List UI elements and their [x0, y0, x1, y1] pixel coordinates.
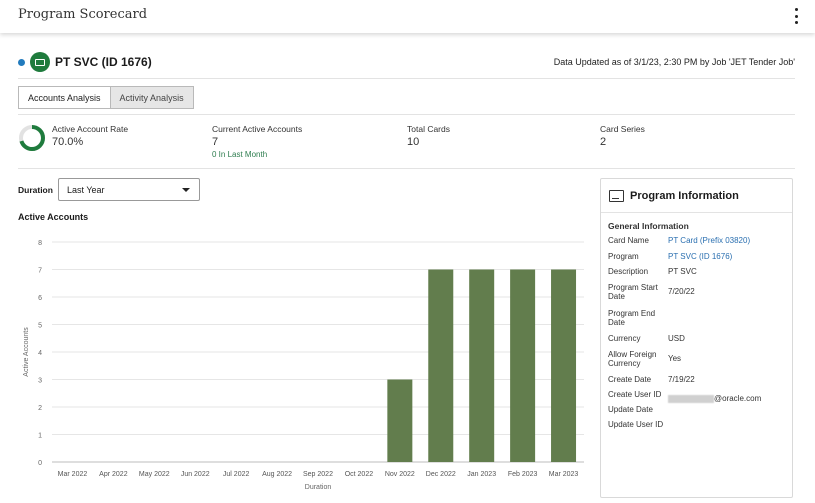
kpi-label: Current Active Accounts [212, 124, 303, 134]
y-tick-label: 4 [38, 350, 42, 357]
bar [387, 379, 413, 462]
kpi-value: 70.0% [52, 136, 84, 148]
info-row-value: Yes [668, 354, 682, 363]
header-divider [18, 78, 795, 79]
card-icon [609, 190, 624, 202]
tabs-divider [18, 114, 795, 115]
x-tick-label: Oct 2022 [345, 471, 374, 478]
y-tick-label: 3 [38, 378, 42, 385]
kpi-value: 2 [600, 136, 607, 148]
data-updated-text: Data Updated as of 3/1/23, 2:30 PM by Jo… [553, 57, 795, 67]
app-title: Program Scorecard [18, 7, 148, 22]
info-row-value-text: @oracle.com [714, 394, 762, 403]
duration-label: Duration [18, 185, 53, 195]
info-row-label: Description [608, 267, 649, 276]
chevron-down-icon [182, 188, 190, 192]
info-row-label: Allow Foreign Currency [608, 350, 657, 368]
info-row-value: USD [668, 334, 685, 343]
active-rate-donut [19, 125, 45, 151]
redacted-block [668, 394, 714, 403]
x-tick-label: Apr 2022 [99, 471, 128, 478]
info-row-value[interactable]: PT SVC (ID 1676) [668, 252, 733, 261]
info-section-title: General Information [608, 221, 689, 231]
y-tick-label: 1 [38, 433, 42, 440]
x-tick-label: Mar 2022 [58, 471, 88, 478]
bar [428, 269, 454, 462]
card-program-icon [30, 52, 50, 72]
y-tick-label: 7 [38, 268, 42, 275]
kpi-label: Card Series [600, 124, 645, 134]
info-panel-title: Program Information [630, 190, 739, 202]
kpi-divider [18, 168, 795, 169]
info-row-label: Create User ID [608, 390, 662, 399]
kpi-current-active: Current Active Accounts 7 0 In Last Mont… [212, 124, 302, 159]
x-tick-label: Dec 2022 [426, 471, 456, 478]
info-row-value: @oracle.com [668, 394, 761, 403]
info-row-label: Program Start Date [608, 283, 658, 301]
x-tick-label: Aug 2022 [262, 471, 292, 478]
y-tick-label: 6 [38, 295, 42, 302]
duration-select[interactable]: Last Year [58, 178, 200, 201]
x-tick-label: Jun 2022 [181, 471, 210, 478]
info-row-label: Card Name [608, 236, 649, 245]
info-row-value: 7/19/22 [668, 375, 695, 384]
duration-selected-value: Last Year [67, 184, 105, 195]
kpi-total-cards: Total Cards 10 [407, 124, 450, 148]
info-row-value: PT SVC [668, 267, 697, 276]
bar [510, 269, 536, 462]
kpi-value: 7 [212, 136, 219, 148]
info-row-value: 7/20/22 [668, 287, 695, 296]
program-information-panel: Program Information General Information … [600, 178, 793, 498]
info-row-label: Create Date [608, 375, 652, 384]
info-row-label: Currency [608, 334, 641, 343]
tab-accounts-analysis[interactable]: Accounts Analysis [18, 86, 111, 109]
active-rate-arc [19, 125, 45, 151]
kpi-strip: Active Account Rate 70.0% Current Active… [18, 122, 795, 162]
top-bar: Program Scorecard [0, 0, 815, 33]
kpi-label: Total Cards [407, 124, 450, 134]
analysis-tabs: Accounts Analysis Activity Analysis [18, 86, 194, 109]
x-tick-label: Jan 2023 [467, 471, 496, 478]
bar [551, 269, 577, 462]
x-tick-label: Jul 2022 [223, 471, 250, 478]
x-tick-label: Sep 2022 [303, 471, 333, 478]
program-header: PT SVC (ID 1676) Data Updated as of 3/1/… [18, 52, 795, 78]
x-tick-label: Mar 2023 [549, 471, 579, 478]
tab-activity-analysis[interactable]: Activity Analysis [110, 86, 194, 109]
info-panel-header: Program Information [601, 179, 792, 213]
x-tick-label: May 2022 [139, 471, 170, 478]
active-accounts-chart: 0 1 2 3 4 5 6 7 8 Mar 2022 Apr 2022 May 2022 Jun 202… [23, 240, 584, 491]
kpi-value: 10 [407, 136, 420, 148]
chart-title: Active Accounts [18, 212, 89, 222]
info-row-label: Update Date [608, 405, 653, 414]
more-options-icon[interactable] [791, 8, 801, 24]
x-tick-label: Feb 2023 [508, 471, 538, 478]
info-row-label: Program [608, 252, 639, 261]
kpi-active-rate: Active Account Rate 70.0% [52, 124, 128, 148]
y-tick-label: 8 [38, 240, 42, 247]
kpi-subtext: 0 In Last Month [212, 150, 268, 159]
kpi-card-series: Card Series 2 [600, 124, 645, 148]
x-tick-label: Nov 2022 [385, 471, 415, 478]
y-tick-label: 0 [38, 460, 42, 467]
kpi-label: Active Account Rate [52, 124, 129, 134]
x-axis-label: Duration [305, 484, 332, 491]
info-row-label: Update User ID [608, 420, 664, 429]
bar [469, 269, 495, 462]
y-tick-label: 5 [38, 323, 42, 330]
info-row-label: Program End Date [608, 309, 656, 327]
status-dot-icon [18, 59, 25, 66]
y-axis-label: Active Accounts [23, 327, 30, 377]
info-row-value[interactable]: PT Card (Prefix 03820) [668, 236, 751, 245]
y-tick-label: 2 [38, 405, 42, 412]
program-name: PT SVC (ID 1676) [55, 55, 152, 69]
